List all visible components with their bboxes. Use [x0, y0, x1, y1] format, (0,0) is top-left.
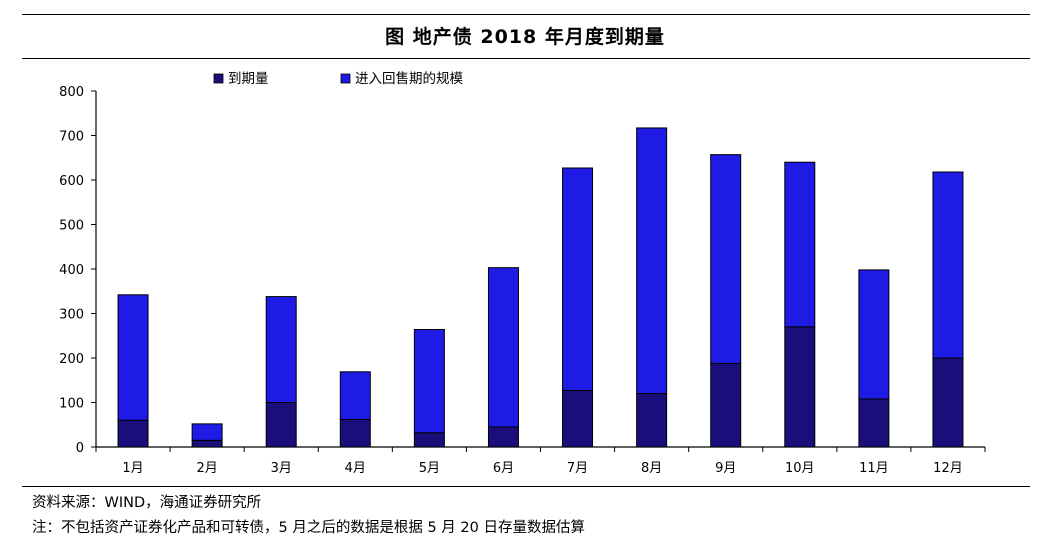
bar-putback — [710, 154, 742, 364]
top-rule — [22, 14, 1030, 15]
y-tick-label: 100 — [59, 397, 84, 412]
bar-putback — [636, 127, 668, 395]
title-rule — [22, 58, 1030, 59]
bar-maturity — [636, 393, 668, 448]
legend-label-putback: 进入回售期的规模 — [355, 71, 463, 87]
bar-putback — [413, 329, 445, 434]
bar-putback — [932, 171, 964, 359]
x-tick-label: 1月 — [122, 461, 143, 476]
bar-putback — [487, 267, 519, 428]
x-tick-label: 12月 — [933, 461, 963, 476]
bar-maturity — [784, 326, 816, 448]
x-tick-label: 7月 — [567, 461, 588, 476]
bottom-rule — [22, 486, 1030, 487]
bar-maturity — [562, 389, 594, 448]
bar-putback — [117, 294, 149, 421]
bar-putback — [562, 167, 594, 391]
y-tick-label: 600 — [59, 174, 84, 189]
bar-putback — [191, 423, 223, 441]
chart-title: 图 地产债 2018 年月度到期量 — [385, 26, 665, 48]
bar-maturity — [710, 362, 742, 448]
bar-putback — [784, 161, 816, 328]
bar-maturity — [191, 439, 223, 448]
bar-putback — [339, 371, 371, 420]
x-tick-label: 11月 — [859, 461, 889, 476]
footnote: 注：不包括资产证券化产品和可转债，5 月之后的数据是根据 5 月 20 日存量数… — [32, 520, 585, 536]
bar-maturity — [117, 419, 149, 448]
bar-maturity — [932, 357, 964, 448]
y-tick-label: 200 — [59, 352, 84, 367]
x-tick-label: 9月 — [715, 461, 736, 476]
y-tick-label: 0 — [76, 441, 84, 456]
x-tick-label: 5月 — [419, 461, 440, 476]
source-note: 资料来源：WIND，海通证券研究所 — [32, 495, 262, 511]
bar-putback — [265, 296, 297, 403]
bar-maturity — [265, 402, 297, 448]
y-tick-label: 800 — [59, 85, 84, 100]
y-tick-label: 300 — [59, 308, 84, 323]
y-tick-label: 400 — [59, 263, 84, 278]
bar-putback — [858, 269, 890, 400]
legend-swatch-maturity — [213, 73, 224, 84]
bars — [117, 127, 964, 448]
legend-swatch-putback — [340, 73, 351, 84]
bar-maturity — [858, 398, 890, 448]
axes: 0 100 200 300 400 500 600 700 800 1月 2月 3月 4月 5月 6月 7月 8… — [59, 85, 986, 476]
legend-label-maturity: 到期量 — [228, 71, 269, 87]
x-tick-label: 6月 — [493, 461, 514, 476]
x-tick-label: 4月 — [345, 461, 366, 476]
bar-maturity — [487, 426, 519, 448]
chart-canvas: 到期量 进入回售期的规模 0 100 200 300 400 500 600 700 800 1月… — [59, 71, 986, 476]
x-tick-label: 3月 — [271, 461, 292, 476]
y-tick-label: 500 — [59, 219, 84, 234]
bar-maturity — [413, 432, 445, 448]
legend: 到期量 进入回售期的规模 — [213, 71, 463, 87]
x-tick-label: 10月 — [785, 461, 815, 476]
x-tick-label: 2月 — [196, 461, 217, 476]
y-tick-label: 700 — [59, 130, 84, 145]
bar-maturity — [339, 418, 371, 448]
x-tick-label: 8月 — [641, 461, 662, 476]
